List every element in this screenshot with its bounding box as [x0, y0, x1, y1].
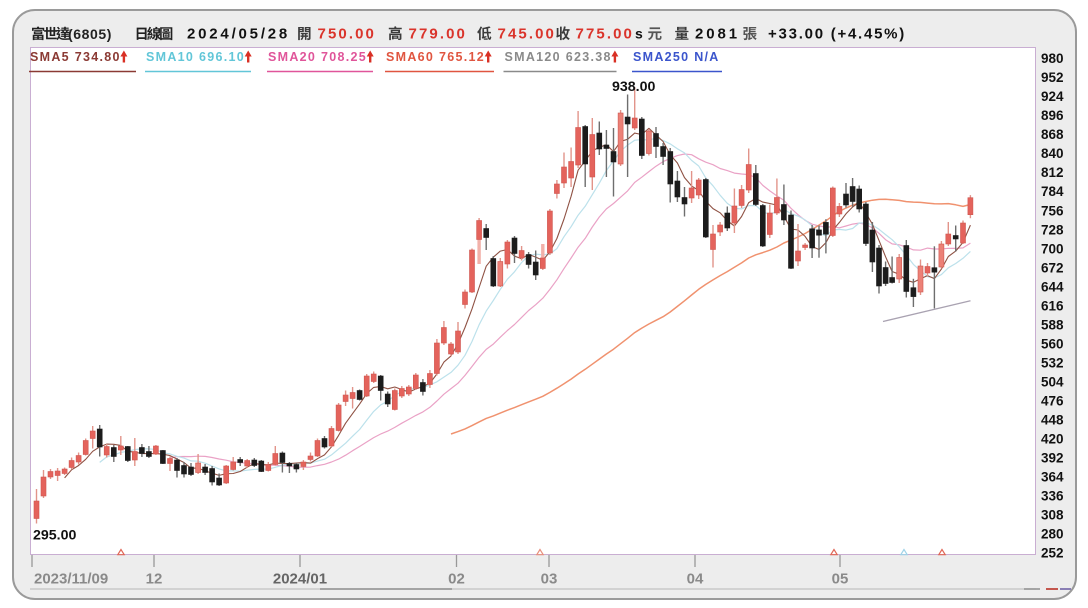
svg-text:840: 840 [1041, 146, 1064, 161]
svg-text:295.00: 295.00 [33, 528, 77, 544]
svg-text:779.00: 779.00 [409, 25, 467, 42]
svg-text:560: 560 [1041, 336, 1064, 351]
svg-text:SMA5 734.80: SMA5 734.80 [30, 50, 121, 64]
svg-text:745.00: 745.00 [498, 25, 556, 42]
svg-text:2023/11/09: 2023/11/09 [34, 571, 108, 588]
svg-text:03: 03 [541, 571, 558, 588]
svg-text:938.00: 938.00 [612, 79, 656, 95]
svg-text:2081: 2081 [695, 25, 740, 42]
svg-text:SMA10 696.10: SMA10 696.10 [146, 50, 245, 64]
svg-text:504: 504 [1041, 374, 1064, 389]
svg-text:728: 728 [1041, 222, 1064, 237]
svg-text:280: 280 [1041, 527, 1064, 542]
svg-text:308: 308 [1041, 508, 1064, 523]
svg-text:(6805): (6805) [68, 26, 112, 42]
svg-text:616: 616 [1041, 298, 1064, 313]
svg-text:756: 756 [1041, 203, 1064, 218]
svg-text:05: 05 [832, 571, 849, 588]
svg-text:12: 12 [146, 571, 163, 588]
svg-text:SMA120 623.38: SMA120 623.38 [505, 50, 612, 64]
svg-text:SMA250 N/A: SMA250 N/A [633, 50, 720, 64]
svg-text:644: 644 [1041, 279, 1064, 294]
svg-text:2024/05/28: 2024/05/28 [187, 25, 290, 42]
svg-text:04: 04 [687, 571, 704, 588]
svg-text:SMA20 708.25: SMA20 708.25 [268, 50, 367, 64]
svg-text:420: 420 [1041, 432, 1064, 447]
svg-text:588: 588 [1041, 317, 1064, 332]
svg-text:2024/01: 2024/01 [273, 571, 327, 588]
svg-text:980: 980 [1041, 51, 1064, 66]
svg-text:896: 896 [1041, 108, 1064, 123]
svg-text:476: 476 [1041, 394, 1064, 409]
svg-text:672: 672 [1041, 260, 1064, 275]
svg-text:364: 364 [1041, 470, 1064, 485]
svg-text:784: 784 [1041, 184, 1064, 199]
svg-text:532: 532 [1041, 355, 1064, 370]
svg-text:775.00: 775.00 [576, 25, 634, 42]
svg-text:750.00: 750.00 [318, 25, 376, 42]
svg-text:448: 448 [1041, 413, 1064, 428]
svg-text:812: 812 [1041, 165, 1064, 180]
svg-text:02: 02 [448, 571, 465, 588]
svg-text:252: 252 [1041, 546, 1064, 561]
svg-text:868: 868 [1041, 127, 1064, 142]
svg-text:952: 952 [1041, 70, 1064, 85]
svg-text:700: 700 [1041, 241, 1064, 256]
svg-text:924: 924 [1041, 89, 1064, 104]
svg-text:+33.00 (+4.45%): +33.00 (+4.45%) [768, 25, 906, 42]
svg-text:s: s [635, 25, 643, 41]
svg-text:392: 392 [1041, 451, 1064, 466]
svg-text:SMA60 765.12: SMA60 765.12 [386, 50, 485, 64]
svg-text:336: 336 [1041, 489, 1064, 504]
